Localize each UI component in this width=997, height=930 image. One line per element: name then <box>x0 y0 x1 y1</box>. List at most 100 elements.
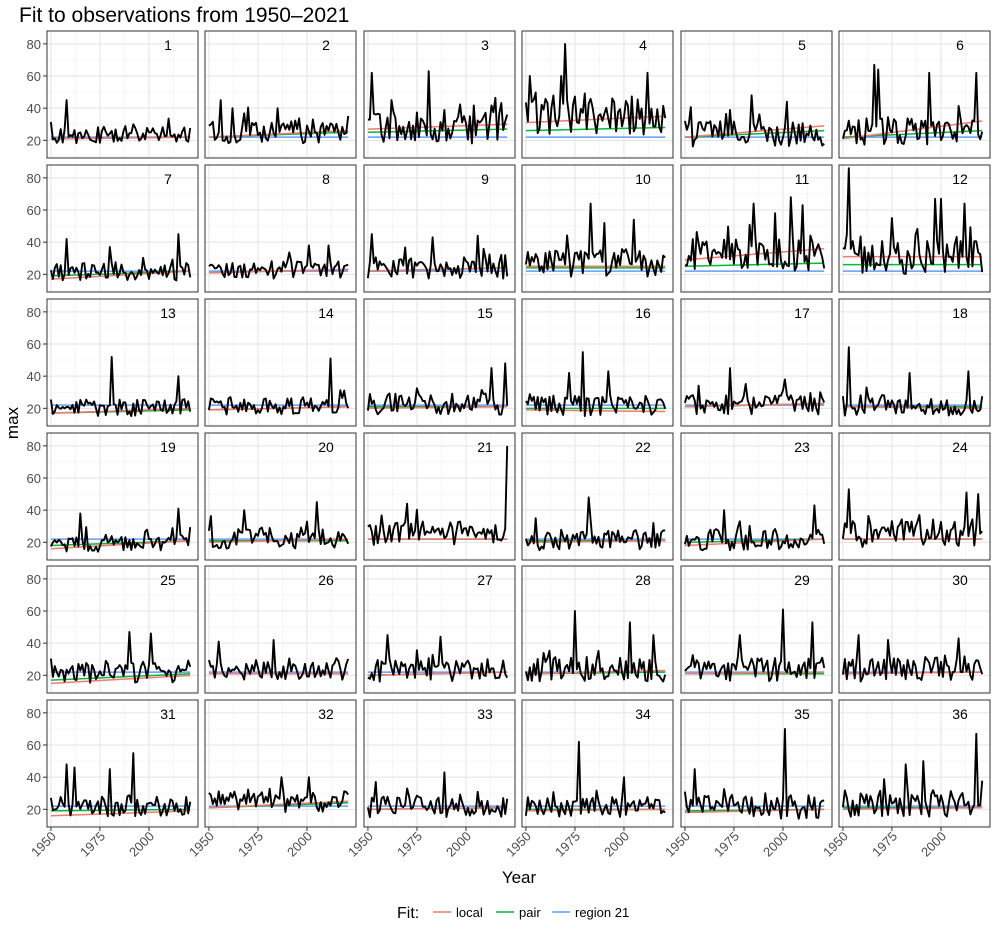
panel-label: 13 <box>160 305 176 321</box>
observed-series-line <box>208 99 350 145</box>
observed-series-line <box>842 167 984 275</box>
panel-border <box>204 432 357 561</box>
observed-series-line <box>49 233 192 282</box>
panel-label: 21 <box>477 439 493 455</box>
y-tick-label: 60 <box>27 69 41 84</box>
panel-border <box>363 699 516 828</box>
observed-series-line <box>49 630 192 684</box>
y-tick-label: 60 <box>27 203 41 218</box>
observed-series-line <box>841 732 984 818</box>
y-tick-label: 60 <box>27 738 41 753</box>
panel-label: 7 <box>164 171 172 187</box>
observed-series-line <box>366 362 509 416</box>
panel-border <box>521 298 674 427</box>
y-tick-label: 20 <box>27 668 41 683</box>
panel-label: 20 <box>318 439 334 455</box>
panel-label: 15 <box>477 305 493 321</box>
panel-label: 4 <box>639 37 647 53</box>
panel-label: 11 <box>795 171 810 187</box>
legend-label-local: local <box>456 905 483 920</box>
local-fit-line <box>842 806 983 811</box>
observed-series-line <box>50 507 192 553</box>
local-fit-line <box>367 123 508 130</box>
observed-series-line <box>366 771 509 819</box>
panel-border <box>838 164 991 293</box>
y-tick-label: 20 <box>27 535 41 550</box>
panel-border <box>680 164 833 293</box>
observed-series-line <box>367 634 509 683</box>
local-fit-line <box>208 800 349 809</box>
legend-label-pair: pair <box>519 905 541 920</box>
observed-series-line <box>207 501 350 550</box>
local-fit-line <box>684 125 825 138</box>
x-tick-label: 2000 <box>918 829 949 860</box>
y-tick-label: 20 <box>27 401 41 416</box>
panel-label: 5 <box>798 37 806 53</box>
y-tick-label: 40 <box>27 369 41 384</box>
observed-series-line <box>683 94 825 148</box>
panel-label: 36 <box>952 706 968 722</box>
x-tick-label: 1950 <box>28 829 59 860</box>
y-tick-label: 60 <box>27 471 41 486</box>
y-tick-label: 20 <box>27 802 41 817</box>
y-tick-label: 80 <box>27 305 41 320</box>
y-tick-label: 80 <box>27 37 41 52</box>
y-tick-label: 20 <box>27 133 41 148</box>
local-fit-line <box>50 539 191 550</box>
panel-label: 10 <box>635 171 651 187</box>
observed-series-line <box>684 608 826 683</box>
panel-border <box>204 30 357 159</box>
panel-border <box>46 565 199 694</box>
panel-label: 2 <box>322 37 330 53</box>
pair-fit-line <box>684 262 825 268</box>
panel-label: 12 <box>952 171 968 187</box>
panel-label: 18 <box>952 305 968 321</box>
y-tick-label: 60 <box>27 337 41 352</box>
panel-label: 23 <box>794 439 810 455</box>
panel-background <box>681 165 832 292</box>
y-tick-label: 20 <box>27 267 41 282</box>
panel-border <box>204 699 357 828</box>
panel-label: 27 <box>477 572 493 588</box>
panel-label: 22 <box>635 439 651 455</box>
observed-series-line <box>207 357 350 416</box>
panel-background <box>522 31 673 158</box>
y-tick-label: 40 <box>27 770 41 785</box>
panel-label: 28 <box>635 572 651 588</box>
panel-border <box>204 164 357 293</box>
observed-series-line <box>524 610 667 683</box>
panel-label: 29 <box>794 572 810 588</box>
panel-border <box>680 30 833 159</box>
x-tick-label: 1950 <box>345 829 376 860</box>
y-tick-label: 80 <box>27 572 41 587</box>
y-tick-label: 80 <box>27 171 41 186</box>
panel-label: 35 <box>794 706 810 722</box>
panel-border <box>46 432 199 561</box>
observed-series-line <box>524 202 666 278</box>
panel-label: 33 <box>477 706 493 722</box>
x-tick-label: 1950 <box>186 829 217 860</box>
panel-label: 14 <box>318 305 334 321</box>
observed-series-line <box>49 99 192 145</box>
panel-border <box>838 432 991 561</box>
x-tick-label: 1975 <box>235 829 266 860</box>
panel-label: 6 <box>956 37 964 53</box>
panel-label: 3 <box>481 37 489 53</box>
panel-border <box>46 30 199 159</box>
panel-label: 1 <box>164 37 172 53</box>
observed-series-line <box>367 70 509 145</box>
panel-label: 8 <box>322 171 330 187</box>
panel-label: 34 <box>635 706 651 722</box>
observed-series-line <box>524 496 666 552</box>
observed-series-line <box>366 233 509 280</box>
local-fit-line <box>50 270 191 280</box>
x-tick-label: 1975 <box>394 829 425 860</box>
panel-label: 26 <box>318 572 334 588</box>
y-tick-label: 40 <box>27 503 41 518</box>
panel-label: 25 <box>160 572 176 588</box>
x-tick-label: 2000 <box>126 829 157 860</box>
y-tick-label: 80 <box>27 439 41 454</box>
y-tick-label: 40 <box>27 101 41 116</box>
